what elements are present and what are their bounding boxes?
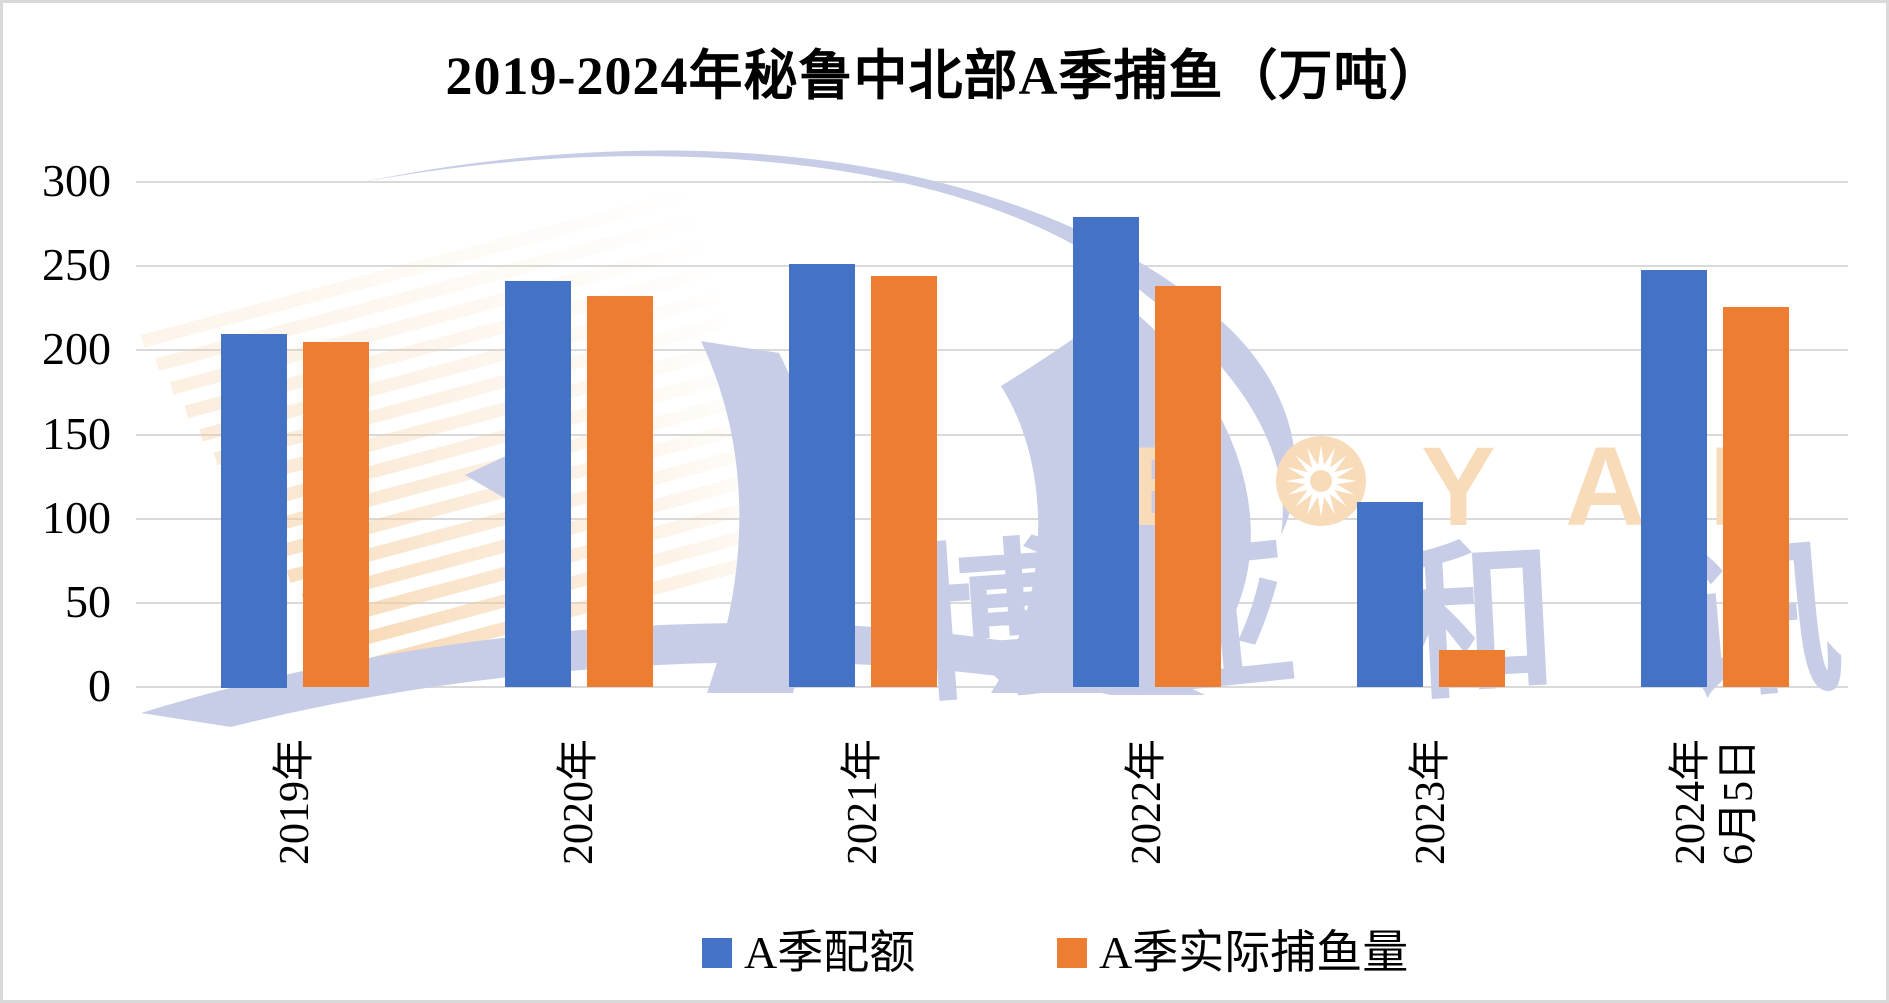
bar-A季实际捕鱼量-2020年 [587, 296, 653, 687]
x-tick-label-2020年: 2020年 [556, 738, 602, 865]
sun-star-icon [1276, 436, 1366, 526]
svg-text:A: A [1565, 424, 1646, 549]
y-tick-label-200: 200 [42, 323, 111, 374]
gridline-0 [136, 686, 1848, 688]
bar-A季配额-2019年 [221, 334, 287, 688]
gridline-150 [136, 434, 1848, 436]
bar-A季配额-2023年 [1357, 502, 1423, 687]
svg-text:Y: Y [1421, 424, 1496, 549]
bar-A季配额-2020年 [505, 281, 571, 687]
y-tick-label-0: 0 [88, 660, 111, 711]
gridline-300 [136, 181, 1848, 183]
bar-A季实际捕鱼量-2019年 [303, 342, 369, 687]
bar-A季实际捕鱼量-2022年 [1155, 286, 1221, 687]
bar-A季配额-2021年 [789, 264, 855, 687]
legend-swatch-icon [702, 938, 732, 968]
x-tick-label-2024年6月5日: 2024年 6月5日 [1668, 738, 1762, 865]
bar-A季实际捕鱼量-2021年 [871, 276, 937, 687]
y-tick-label-150: 150 [42, 408, 111, 459]
legend: A季配额 A季实际捕鱼量 [3, 927, 1886, 987]
gridline-50 [136, 602, 1848, 604]
x-tick-label-2019年: 2019年 [272, 738, 318, 865]
legend-label: A季配额 [744, 927, 916, 978]
legend-item-A季实际捕鱼量: A季实际捕鱼量 [1057, 927, 1408, 979]
legend-item-A季配额: A季配额 [702, 927, 915, 979]
bar-A季实际捕鱼量-2023年 [1439, 650, 1505, 687]
legend-label: A季实际捕鱼量 [1099, 927, 1409, 978]
legend-swatch-icon [1057, 938, 1087, 968]
bar-A季配额-2024年6月5日 [1641, 270, 1707, 687]
x-tick-label-2023年: 2023年 [1408, 738, 1454, 865]
x-tick-label-2021年: 2021年 [840, 738, 886, 865]
gridline-100 [136, 518, 1848, 520]
gridline-250 [136, 265, 1848, 267]
y-tick-label-50: 50 [65, 576, 111, 627]
y-tick-label-100: 100 [42, 492, 111, 543]
bar-A季实际捕鱼量-2024年6月5日 [1723, 307, 1789, 687]
bar-A季配额-2022年 [1073, 217, 1139, 687]
y-tick-label-250: 250 [42, 239, 111, 290]
chart-title: 2019-2024年秘鲁中北部A季捕鱼（万吨） [445, 46, 1444, 106]
y-tick-label-300: 300 [42, 155, 111, 206]
x-tick-label-2022年: 2022年 [1124, 738, 1170, 865]
gridline-200 [136, 349, 1848, 351]
